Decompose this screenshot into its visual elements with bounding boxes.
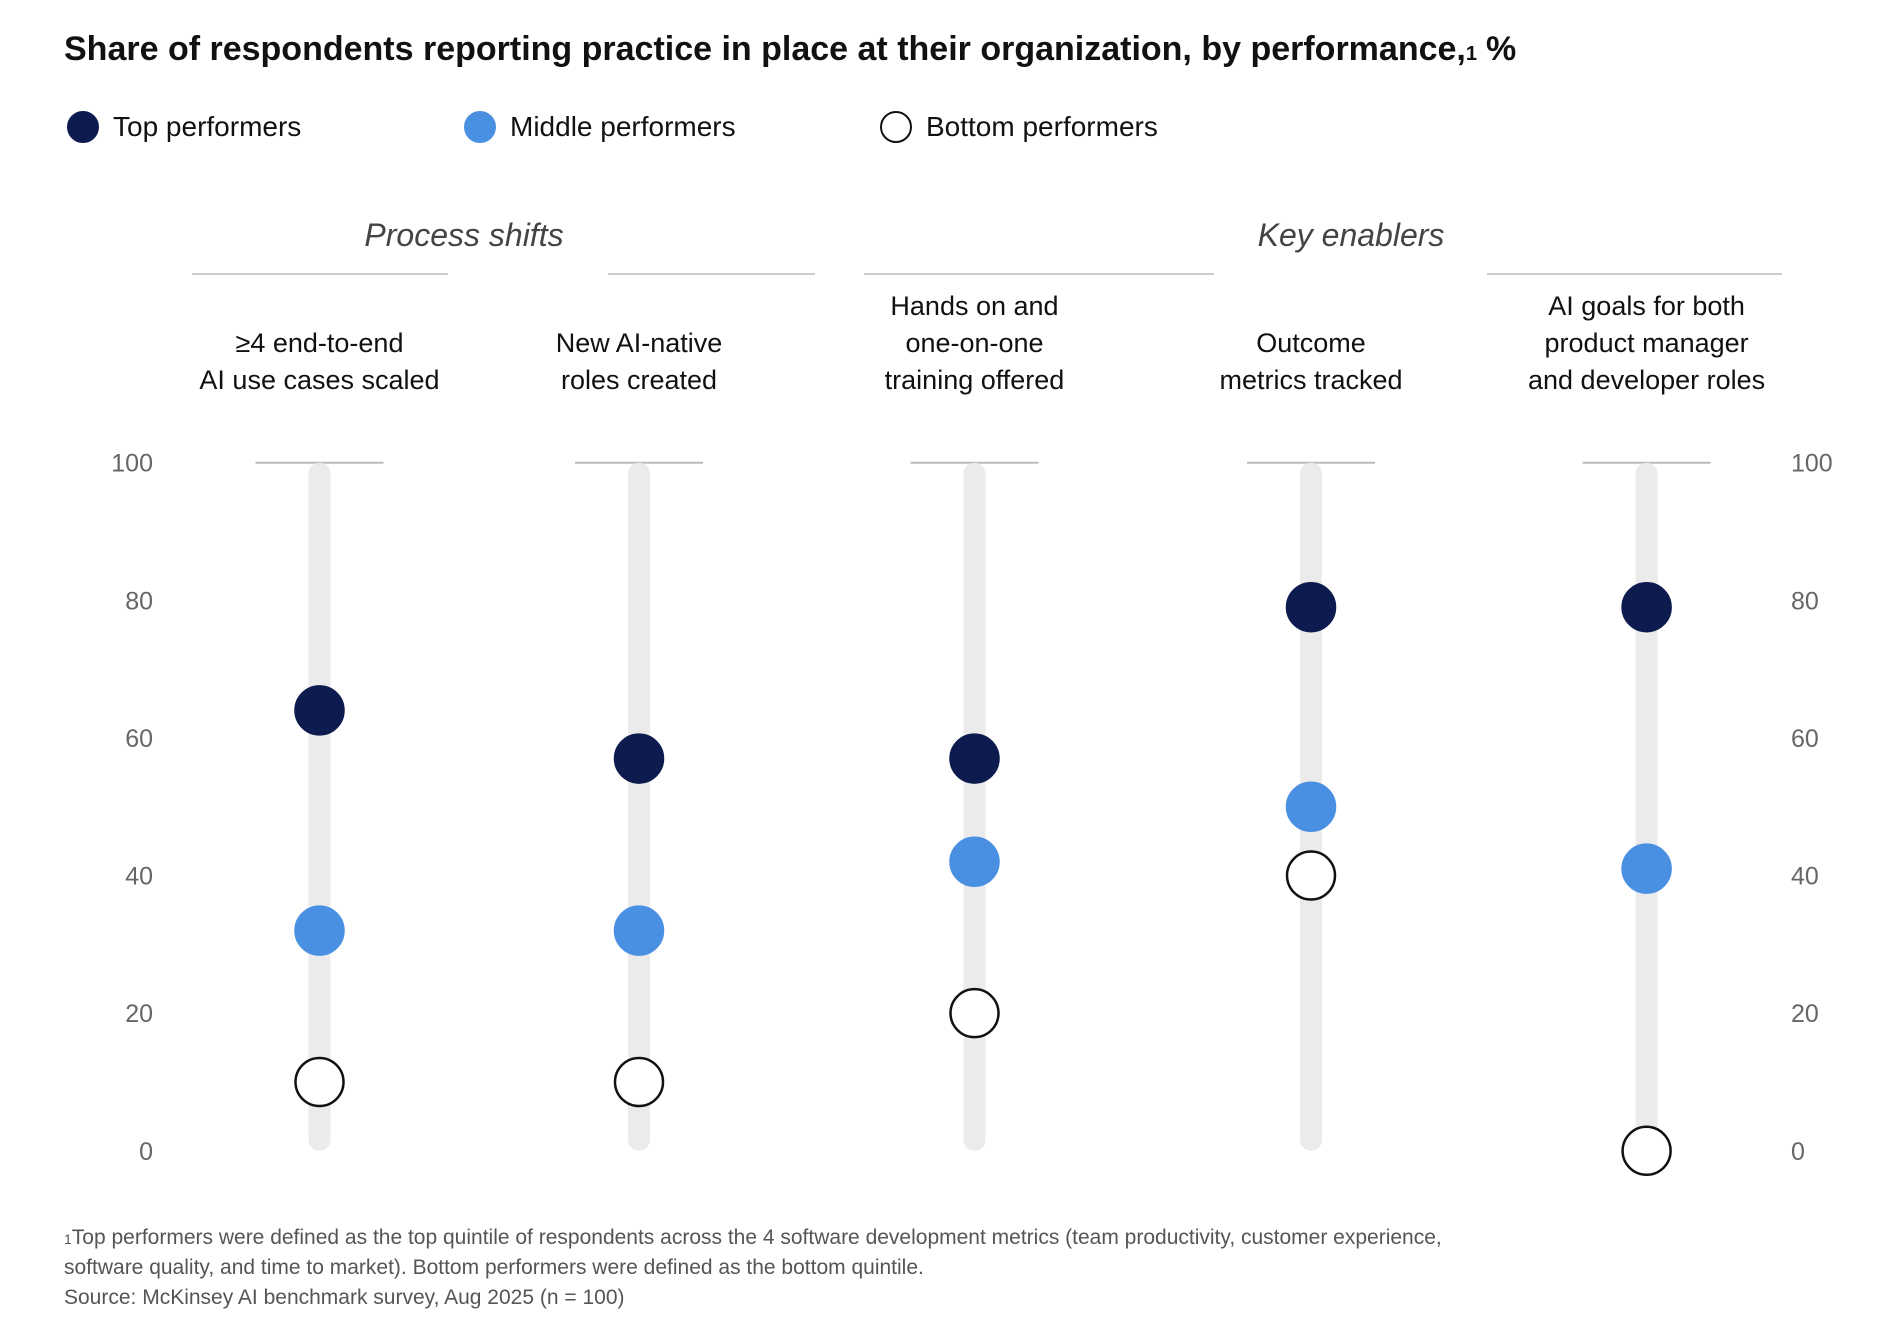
- dot: [294, 685, 345, 736]
- dot: [294, 905, 345, 956]
- y-tick-label: 20: [1791, 1000, 1819, 1028]
- y-tick-label: 100: [111, 450, 153, 478]
- dot: [1285, 781, 1337, 832]
- category-label: Hands on and: [890, 291, 1058, 321]
- y-tick-label: 40: [125, 863, 153, 891]
- dot: [1621, 843, 1672, 894]
- title-unit: %: [1486, 30, 1516, 68]
- y-tick-label: 80: [125, 587, 153, 615]
- legend-marker: [67, 111, 99, 143]
- dot: [949, 836, 1000, 888]
- y-tick-label: 0: [139, 1138, 153, 1166]
- category-label: and developer roles: [1528, 365, 1765, 395]
- category-label: training offered: [885, 365, 1065, 395]
- dot: [294, 1056, 345, 1108]
- category-label: roles created: [561, 365, 717, 395]
- group-label: Process shifts: [364, 217, 563, 253]
- category-label: product manager: [1545, 328, 1749, 358]
- y-tick-label: 40: [1791, 863, 1819, 891]
- category-label: AI goals for both: [1548, 291, 1745, 321]
- y-tick-label: 20: [125, 1000, 153, 1028]
- dot: [1285, 850, 1337, 901]
- dot: [613, 905, 665, 956]
- title-text: Share of respondents reporting practice …: [64, 30, 1466, 68]
- dot: [1285, 581, 1337, 633]
- chart-title: Share of respondents reporting practice …: [64, 30, 1516, 68]
- dot: [949, 733, 1000, 784]
- footnote-line: software quality, and time to market). B…: [64, 1256, 924, 1279]
- y-tick-label: 60: [1791, 725, 1819, 753]
- y-tick-label: 0: [1791, 1138, 1805, 1166]
- group-label: Key enablers: [1258, 217, 1445, 253]
- y-tick-label: 100: [1791, 450, 1833, 478]
- title-note-mark: 1: [1466, 43, 1477, 65]
- footnote-mark: 1: [64, 1231, 72, 1247]
- footnote: 1Top performers were defined as the top …: [64, 1226, 1442, 1249]
- category-label: one-on-one: [905, 328, 1043, 358]
- dot: [1621, 1125, 1672, 1177]
- category-label: Outcome: [1256, 328, 1366, 358]
- category-label: ≥4 end-to-end: [236, 328, 404, 358]
- category-label: New AI-native: [556, 328, 723, 358]
- legend-label: Bottom performers: [926, 111, 1158, 142]
- footnote-line: Top performers were defined as the top q…: [72, 1226, 1442, 1249]
- category-label: metrics tracked: [1219, 365, 1402, 395]
- dot: [613, 733, 665, 784]
- legend-label: Middle performers: [510, 111, 736, 142]
- legend-marker: [464, 111, 496, 143]
- source: Source: McKinsey AI benchmark survey, Au…: [64, 1286, 625, 1309]
- dot: [949, 987, 1000, 1039]
- y-tick-label: 60: [125, 725, 153, 753]
- y-tick-label: 80: [1791, 587, 1819, 615]
- dot: [1621, 581, 1672, 633]
- legend-label: Top performers: [113, 111, 301, 142]
- category-label: AI use cases scaled: [199, 365, 439, 395]
- legend-marker: [880, 111, 912, 143]
- dot: [613, 1056, 665, 1108]
